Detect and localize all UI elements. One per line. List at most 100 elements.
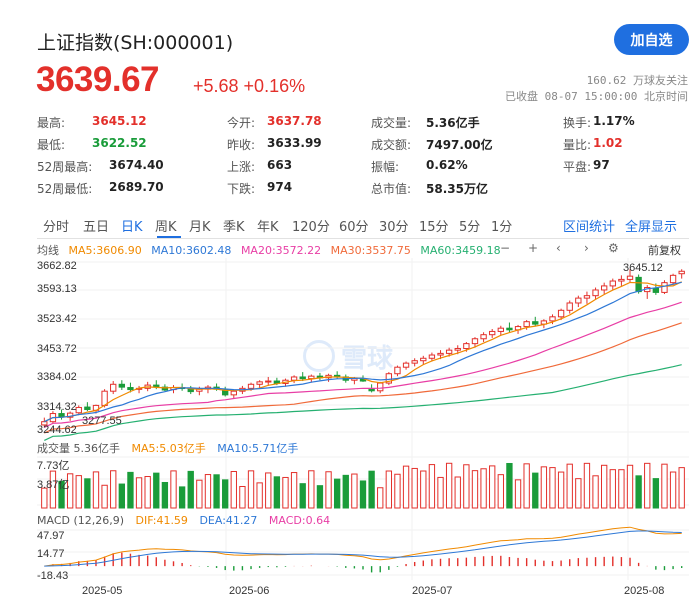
candle-body [609, 280, 616, 287]
tab-intraday[interactable]: 分时 [43, 220, 70, 235]
tab-120min[interactable]: 120分 [292, 220, 330, 235]
volume-legend-label: 成交量 5.36亿手 [37, 442, 120, 455]
volume-bar [394, 473, 401, 509]
quote-row: 最低: 3622.52 昨收: 3633.99 成交额: 7497.00亿 量比: 1.… [37, 133, 697, 155]
candle-body [489, 330, 496, 336]
tab-60min[interactable]: 60分 [339, 220, 369, 235]
volume-bar [583, 462, 591, 509]
tab-five-day[interactable]: 五日 [83, 220, 110, 235]
volume-bar [196, 479, 203, 509]
volume-bar [626, 464, 634, 509]
turnover-value: 1.17% [593, 113, 635, 128]
dea-line [44, 530, 682, 567]
zoom-out-icon[interactable]: − [500, 241, 511, 255]
volume-tick: 3.87亿 [37, 479, 70, 491]
scroll-right-icon[interactable]: › [584, 241, 589, 255]
quote-row: 最高: 3645.12 今开: 3637.78 成交量: 5.36亿手 换手: 1.17… [37, 111, 697, 133]
tab-30min[interactable]: 30分 [379, 220, 409, 235]
volume-bar [144, 476, 151, 509]
volume-bar [635, 475, 642, 509]
volume-bar [325, 471, 332, 509]
volume-bar [92, 471, 100, 509]
candle-body [566, 302, 573, 311]
settings-icon[interactable]: ⚙ [608, 241, 619, 255]
volume-bar [644, 462, 651, 509]
candle-body [368, 388, 375, 392]
amplitude-label: 振幅: [371, 159, 400, 174]
tab-quarterly-k[interactable]: 季K [223, 220, 245, 235]
candle-body [445, 349, 453, 354]
candle-body [669, 274, 677, 284]
market-cap-value: 58.35万亿 [426, 181, 488, 196]
tab-weekly-k[interactable]: 周K [155, 220, 177, 235]
macd-legend-label: MACD (12,26,9) [37, 514, 125, 527]
volume-label: 成交量: [371, 115, 412, 130]
candle-body [635, 276, 642, 293]
candle-body [506, 327, 513, 331]
price-tick: 3244.62 [37, 424, 77, 436]
tab-5min[interactable]: 5分 [459, 220, 481, 235]
volume-bar [463, 464, 470, 509]
volume-bar [265, 472, 272, 509]
volume-bar [110, 470, 117, 509]
candle-body [75, 406, 82, 414]
date-tick: 2025-05 [82, 585, 123, 597]
ma10-legend: MA10:3602.48 [151, 244, 232, 257]
tab-yearly-k[interactable]: 年K [257, 220, 279, 235]
volume-bar [342, 474, 349, 509]
candle-body [437, 352, 444, 356]
candle-body [652, 287, 660, 293]
amplitude-value: 0.62% [426, 157, 468, 172]
volume-bar [411, 467, 418, 509]
dif-legend: DIF:41.59 [135, 514, 188, 527]
candle-body [557, 309, 565, 318]
adjust-mode-select[interactable]: 前复权 [648, 244, 681, 257]
volume-bar [402, 465, 410, 509]
ma60-legend: MA60:3459.18 [420, 244, 501, 257]
tab-15min[interactable]: 15分 [419, 220, 449, 235]
volume-bar [540, 466, 548, 509]
volume-bar [557, 471, 565, 509]
interval-stats-link[interactable]: 区间统计 [563, 220, 616, 235]
volume-bar [471, 470, 479, 509]
volume-bar [239, 485, 246, 509]
volume-bar [669, 471, 677, 509]
flat-count-value: 97 [593, 157, 610, 172]
tab-1min[interactable]: 1分 [491, 220, 513, 235]
low-value: 3622.52 [92, 135, 147, 150]
period-tabs: 分时 五日 日K 周K 月K 季K 年K 120分 60分 30分 15分 5分… [37, 214, 689, 238]
candle-body [471, 338, 479, 345]
candle-body [127, 387, 134, 391]
tab-daily-k[interactable]: 日K [121, 220, 143, 235]
candle-body [308, 375, 315, 380]
candle-body [411, 360, 418, 364]
volume-bar [187, 470, 194, 509]
candle-body [601, 285, 608, 291]
volume-bar [84, 478, 91, 509]
prev-close-label: 昨收: [227, 137, 256, 152]
add-watchlist-button[interactable]: 加自选 [614, 24, 689, 55]
candle-body [661, 282, 668, 293]
volume-bar [377, 487, 384, 509]
volume-bar [273, 476, 281, 509]
volume-bar [290, 472, 298, 509]
tab-monthly-k[interactable]: 月K [189, 220, 211, 235]
volume-bar [213, 474, 220, 509]
fullscreen-link[interactable]: 全屏显示 [625, 220, 678, 235]
candle-body [385, 373, 393, 384]
volume-bar [178, 486, 186, 509]
follower-count: 160.62 万球友关注 [586, 74, 688, 87]
volume-ma5-legend: MA5:5.03亿手 [131, 442, 206, 455]
candle-body [626, 275, 634, 280]
high52-value: 3674.40 [109, 157, 164, 172]
zoom-in-icon[interactable]: + [528, 241, 539, 255]
candle-body [58, 413, 65, 418]
volume-bar [170, 470, 177, 509]
volume-bar [523, 463, 530, 509]
volume-bar [609, 469, 616, 509]
macd-value-legend: MACD:0.64 [268, 514, 331, 527]
ma20-legend: MA20:3572.22 [240, 244, 322, 257]
scroll-left-icon[interactable]: ‹ [556, 241, 561, 255]
volume-bar [454, 476, 461, 509]
